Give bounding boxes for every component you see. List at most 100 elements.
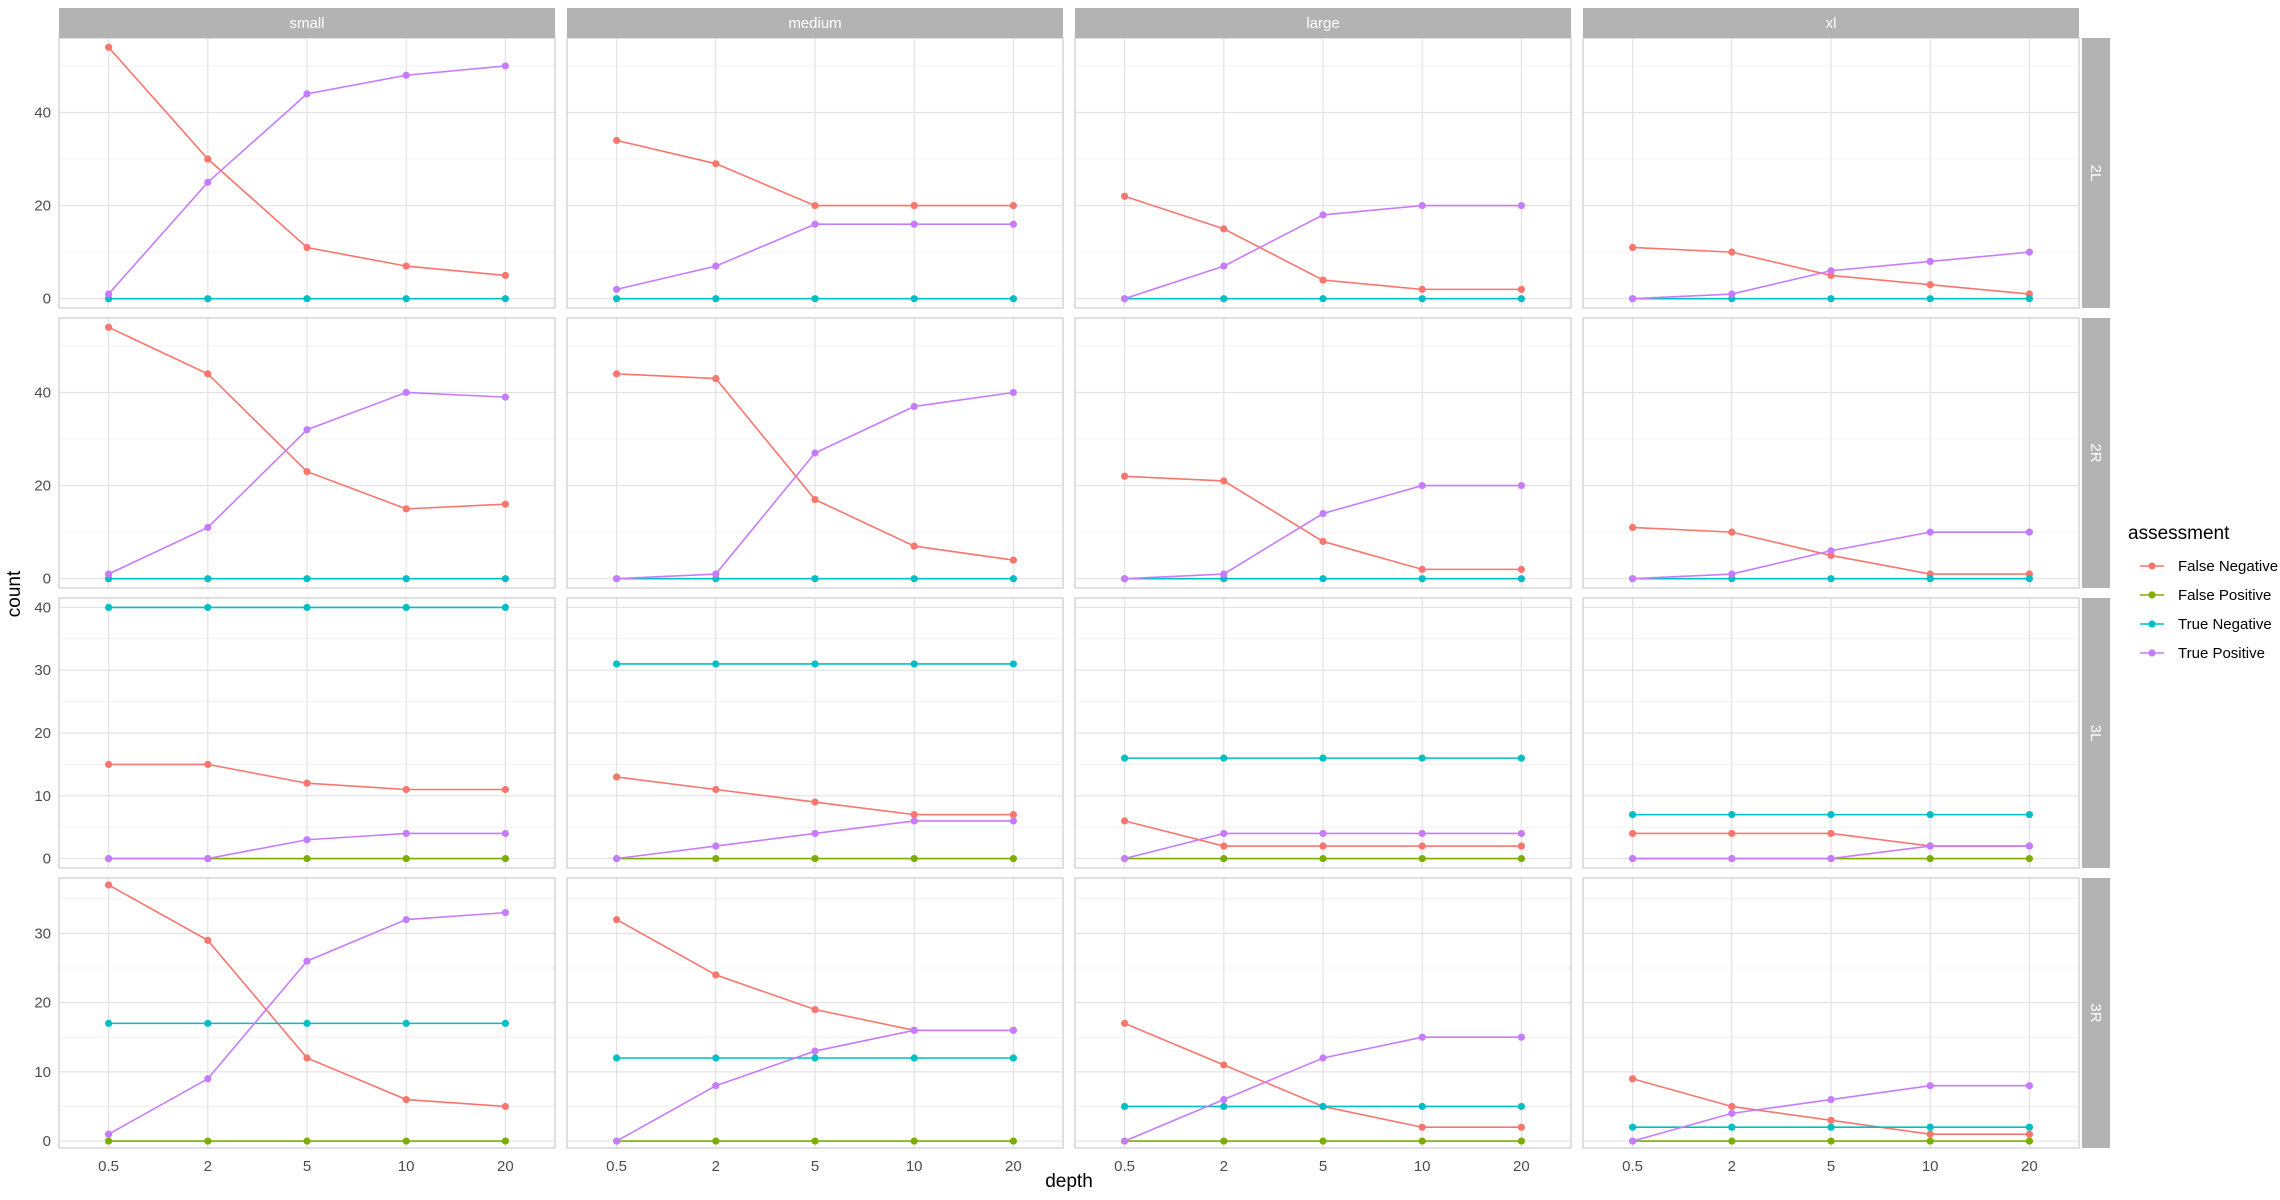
- series-true-positive: [1121, 481, 1525, 583]
- data-point: [1121, 1102, 1129, 1111]
- data-point: [2025, 1082, 2033, 1090]
- data-point: [501, 829, 509, 838]
- series-true-positive: [613, 817, 1018, 863]
- series-true-positive: [105, 909, 509, 1138]
- data-point: [1517, 481, 1525, 490]
- data-point: [1009, 556, 1018, 564]
- data-point: [1629, 295, 1637, 303]
- series-true-positive: [1629, 1082, 2033, 1145]
- strip-bg: [1075, 8, 1571, 38]
- panel-3L-small: [58, 597, 556, 869]
- legend-item-false-negative: False Negative: [2140, 558, 2278, 575]
- data-point: [402, 71, 410, 79]
- data-point: [811, 495, 819, 504]
- data-point: [1418, 754, 1426, 762]
- x-tick-label: 5: [1827, 1158, 1835, 1175]
- panel-border: [566, 597, 1064, 869]
- y-tick-label: 0: [43, 571, 51, 588]
- legend-key-point: [2148, 649, 2156, 657]
- data-point: [501, 1019, 509, 1027]
- data-point: [204, 936, 212, 944]
- data-point: [402, 505, 410, 513]
- x-tick-label: 20: [1005, 1158, 1022, 1175]
- data-point: [1517, 754, 1525, 762]
- data-point: [105, 881, 113, 889]
- y-tick-label: 0: [43, 291, 51, 308]
- data-point: [712, 971, 720, 979]
- data-point: [712, 570, 720, 578]
- data-point: [1009, 1054, 1018, 1062]
- series-false-negative: [105, 881, 509, 1111]
- data-point: [501, 785, 509, 794]
- data-point: [303, 1137, 311, 1145]
- strip-3L: 3L: [2082, 598, 2110, 868]
- data-point: [1418, 829, 1426, 838]
- data-point: [1319, 295, 1327, 303]
- data-point: [1517, 565, 1525, 573]
- strip-label: small: [289, 15, 324, 32]
- data-point: [1009, 201, 1018, 210]
- data-point: [811, 1054, 819, 1062]
- strip-bg: [2082, 878, 2110, 1148]
- data-point: [811, 295, 819, 303]
- data-point: [1220, 1061, 1228, 1069]
- data-point: [1517, 1137, 1525, 1145]
- data-point: [1009, 1137, 1018, 1145]
- panel-border: [58, 317, 556, 589]
- x-tick-label: 0.5: [606, 1158, 627, 1175]
- series-true-positive: [105, 388, 509, 578]
- data-point: [1121, 472, 1129, 480]
- panel-3R-xl: [1582, 877, 2080, 1149]
- data-point: [105, 854, 113, 863]
- x-tick-label: 5: [1319, 1158, 1327, 1175]
- legend-item-true-positive: True Positive: [2140, 645, 2265, 662]
- data-point: [501, 854, 509, 863]
- series-false-negative: [1121, 817, 1525, 850]
- data-point: [402, 915, 410, 924]
- data-point: [1121, 817, 1129, 825]
- x-tick-label: 0.5: [1622, 1158, 1643, 1175]
- x-tick-label: 10: [1414, 1158, 1431, 1175]
- data-point: [2025, 248, 2033, 256]
- y-tick-label: 20: [34, 995, 51, 1012]
- y-tick-label: 40: [34, 104, 51, 121]
- y-tick-label: 20: [34, 725, 51, 742]
- data-point: [1418, 854, 1426, 863]
- series-true-negative: [1121, 754, 1525, 762]
- series-false-negative: [1121, 192, 1525, 293]
- data-point: [1009, 1026, 1018, 1034]
- data-point: [1728, 811, 1736, 819]
- x-tick-label: 10: [906, 1158, 923, 1175]
- strip-medium: medium: [567, 8, 1063, 38]
- data-point: [712, 295, 720, 303]
- data-point: [105, 43, 113, 51]
- series-true-positive: [1629, 842, 2033, 863]
- panel-2R-small: [58, 317, 556, 589]
- series-true-negative: [613, 1054, 1018, 1062]
- data-point: [501, 271, 509, 280]
- data-point: [1220, 854, 1228, 863]
- y-tick-label: 40: [34, 384, 51, 401]
- data-point: [1121, 1137, 1129, 1145]
- data-point: [811, 201, 819, 210]
- data-point: [1629, 575, 1637, 583]
- panel-2L-medium: [566, 37, 1064, 309]
- strip-bg: [2082, 38, 2110, 308]
- data-point: [501, 393, 509, 401]
- data-point: [2025, 842, 2033, 850]
- data-point: [1728, 1109, 1736, 1117]
- data-point: [501, 909, 509, 917]
- data-point: [712, 374, 720, 383]
- axis-ticks: 0 20 40 0 20 40 0 10 20 30 40 0 10 20 30 0.5 2 5 10 20 0.5 2 5…: [34, 104, 2037, 1175]
- data-point: [303, 575, 311, 583]
- data-point: [613, 370, 621, 378]
- data-point: [1728, 290, 1736, 298]
- data-point: [1728, 1102, 1736, 1111]
- series-true-positive: [1121, 201, 1525, 303]
- data-point: [1629, 811, 1637, 819]
- data-point: [613, 295, 621, 303]
- series-true-negative: [1121, 575, 1525, 583]
- data-point: [105, 1130, 113, 1138]
- y-tick-label: 40: [34, 599, 51, 616]
- data-point: [1220, 570, 1228, 578]
